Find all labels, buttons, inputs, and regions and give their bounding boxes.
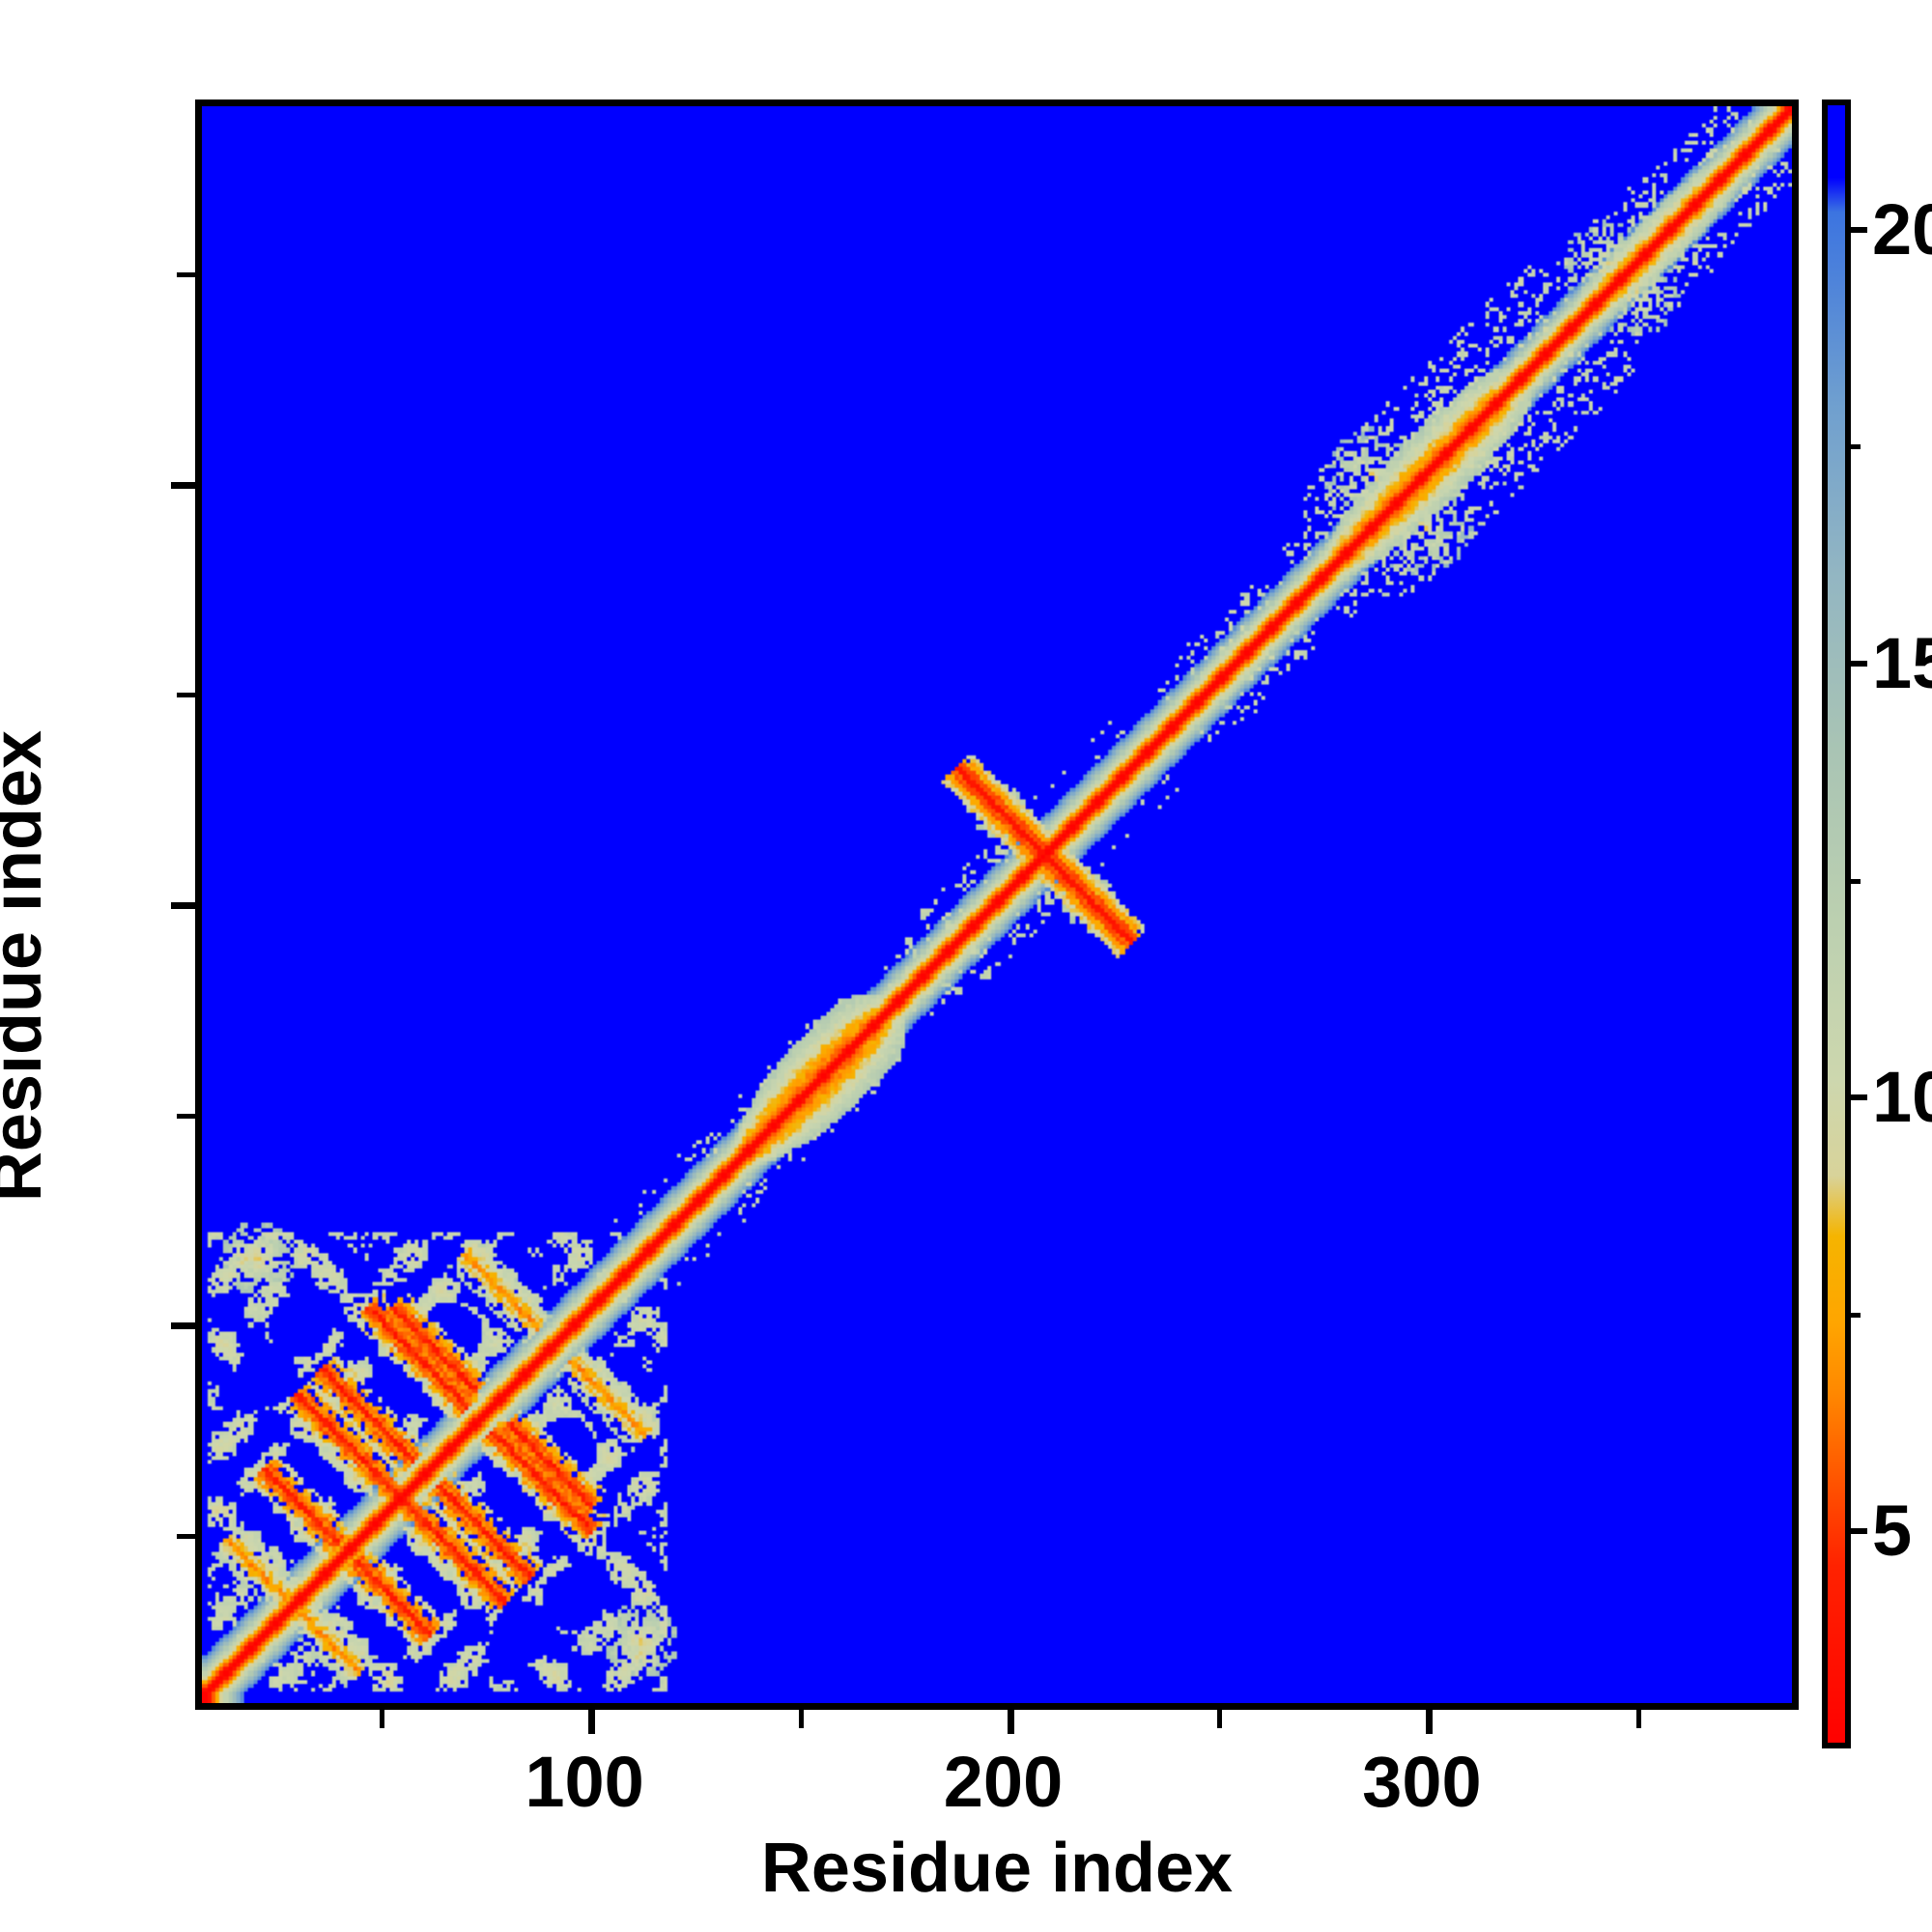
colorbar-tick-label: 15	[1872, 622, 1932, 703]
y-axis-minor-tick	[177, 1113, 202, 1119]
colorbar-minor-tick	[1851, 1312, 1861, 1318]
x-axis-minor-tick	[1635, 1703, 1641, 1728]
colorbar-minor-tick	[1851, 444, 1861, 450]
x-axis-minor-tick	[1217, 1703, 1223, 1728]
x-axis-tick-label: 300	[1362, 1742, 1482, 1822]
y-axis-minor-tick	[177, 272, 202, 278]
y-axis-title: Residue index	[0, 729, 56, 1203]
x-axis-tick-label: 200	[943, 1742, 1064, 1822]
x-axis-minor-tick	[380, 1703, 385, 1728]
y-axis-tick	[171, 481, 202, 489]
y-axis-minor-tick	[177, 693, 202, 698]
y-axis-tick	[171, 901, 202, 909]
colorbar-tick	[1851, 1094, 1867, 1101]
colorbar-minor-tick	[1851, 878, 1861, 884]
x-axis-tick	[1425, 1703, 1433, 1734]
heatmap-canvas	[202, 106, 1792, 1703]
x-axis-tick-label: 100	[525, 1742, 644, 1822]
x-axis-minor-tick	[798, 1703, 804, 1728]
colorbar-frame	[1822, 99, 1851, 1748]
heatmap-plot-area	[171, 99, 1799, 1734]
colorbar	[1822, 99, 1867, 1748]
colorbar-tick	[1851, 226, 1867, 233]
x-axis-tick	[1007, 1703, 1014, 1734]
colorbar-tick	[1851, 660, 1867, 667]
y-axis-tick	[171, 1322, 202, 1330]
x-axis-tick	[588, 1703, 596, 1734]
colorbar-tick-label: 20	[1872, 188, 1932, 270]
y-axis-minor-tick	[177, 1533, 202, 1539]
colorbar-tick	[1851, 1528, 1867, 1535]
colorbar-tick-label: 5	[1872, 1491, 1913, 1572]
colorbar-tick-label: 10	[1872, 1057, 1932, 1138]
x-axis-title: Residue index	[760, 1830, 1234, 1907]
